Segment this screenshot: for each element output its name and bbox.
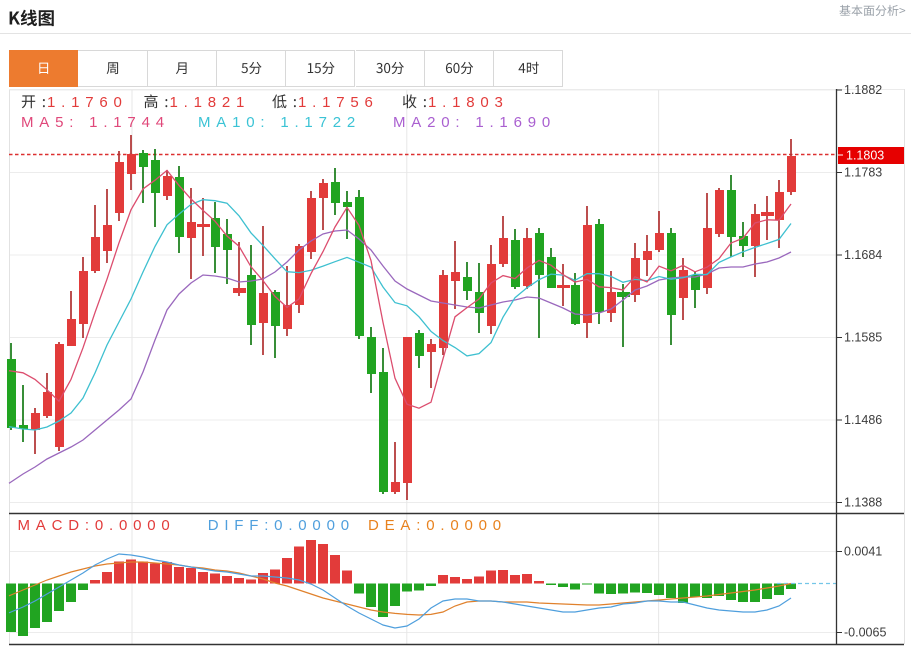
svg-text:1.1803: 1.1803 <box>428 94 509 111</box>
svg-text:1.1388: 1.1388 <box>844 496 882 510</box>
svg-text:1.1803: 1.1803 <box>846 149 884 163</box>
svg-text:0.0041: 0.0041 <box>844 545 882 559</box>
svg-text:1.1821: 1.1821 <box>170 94 251 111</box>
svg-text:1.1585: 1.1585 <box>844 331 882 345</box>
svg-text:1.1486: 1.1486 <box>844 413 882 427</box>
svg-text:1.1882: 1.1882 <box>844 83 882 97</box>
svg-text:1.1756: 1.1756 <box>298 94 379 111</box>
svg-text:-0.0065: -0.0065 <box>844 626 886 640</box>
svg-text:1.1783: 1.1783 <box>844 166 882 180</box>
svg-text:1.1760: 1.1760 <box>47 94 128 111</box>
svg-text:1.1684: 1.1684 <box>844 248 882 262</box>
